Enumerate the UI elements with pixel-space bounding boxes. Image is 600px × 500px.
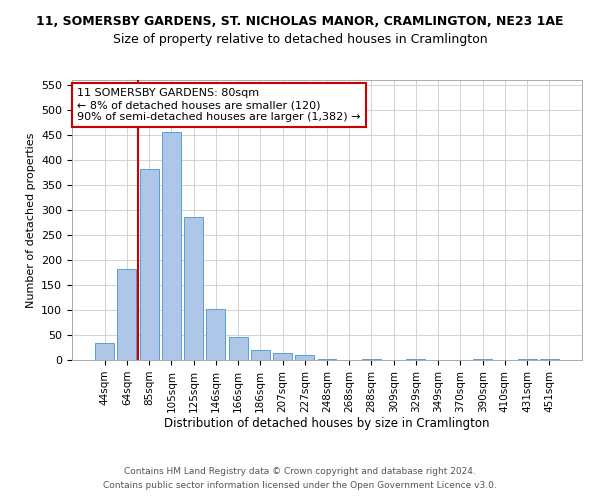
Bar (362, 358, 381, 360)
Bar (251, 350, 270, 360)
Bar (540, 358, 559, 360)
Text: Contains public sector information licensed under the Open Government Licence v3: Contains public sector information licen… (103, 481, 497, 490)
Bar (206, 308, 225, 360)
Bar (518, 358, 536, 360)
Text: 11 SOMERSBY GARDENS: 80sqm
← 8% of detached houses are smaller (120)
90% of semi: 11 SOMERSBY GARDENS: 80sqm ← 8% of detac… (77, 88, 361, 122)
Bar (140, 168, 158, 360)
Bar (273, 352, 292, 360)
Text: Size of property relative to detached houses in Cramlington: Size of property relative to detached ho… (113, 32, 487, 46)
Bar (184, 216, 203, 360)
Text: Contains HM Land Registry data © Crown copyright and database right 2024.: Contains HM Land Registry data © Crown c… (124, 467, 476, 476)
Bar (95, 342, 114, 360)
Bar (229, 336, 248, 360)
Text: 11, SOMERSBY GARDENS, ST. NICHOLAS MANOR, CRAMLINGTON, NE23 1AE: 11, SOMERSBY GARDENS, ST. NICHOLAS MANOR… (36, 15, 564, 28)
Bar (295, 355, 314, 360)
Bar (317, 358, 337, 360)
Bar (406, 358, 425, 360)
Bar (162, 132, 181, 360)
X-axis label: Distribution of detached houses by size in Cramlington: Distribution of detached houses by size … (164, 418, 490, 430)
Bar (473, 358, 492, 360)
Y-axis label: Number of detached properties: Number of detached properties (26, 132, 35, 308)
Bar (118, 268, 136, 360)
